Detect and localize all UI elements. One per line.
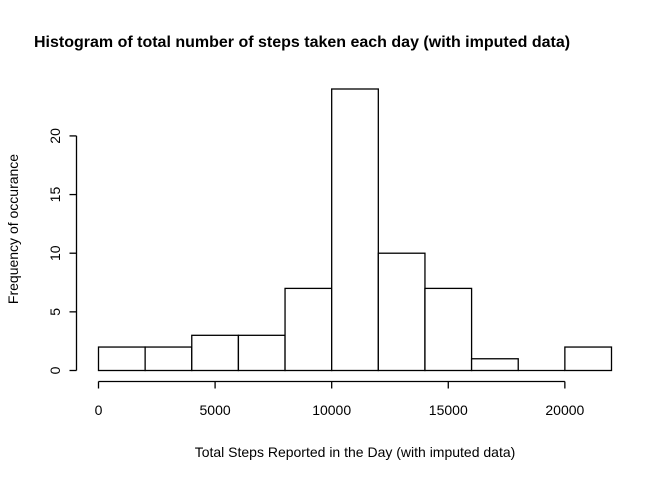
histogram-bar [97,346,146,372]
histogram-bar [284,287,333,372]
x-axis: 0 5000 10000 15000 20000 [95,380,585,418]
histogram-bar [191,334,240,372]
x-tick-label: 10000 [312,402,351,418]
histogram-bar [564,346,613,372]
histogram-bar [144,346,193,372]
histogram-bar [470,358,519,372]
y-tick-label: 5 [47,308,63,316]
x-tick-label: 15000 [429,402,468,418]
histogram-bar [377,252,426,372]
x-axis-label: Total Steps Reported in the Day (with im… [195,444,516,460]
histogram-bar [331,88,379,372]
x-tick-label: 20000 [545,402,584,418]
histogram-bar [237,334,286,372]
chart-title: Histogram of total number of steps taken… [34,34,570,51]
y-tick-label: 15 [47,187,63,203]
y-tick-label: 20 [47,128,63,144]
y-tick-label: 0 [47,366,63,374]
y-axis-label: Frequency of occurance [5,154,21,304]
x-tick-label: 5000 [200,402,231,418]
bars-group [97,88,613,372]
y-axis: 0 5 10 15 20 [47,128,78,374]
histogram-bar [424,287,473,372]
y-tick-label: 10 [47,245,63,261]
x-tick-label: 0 [95,402,103,418]
